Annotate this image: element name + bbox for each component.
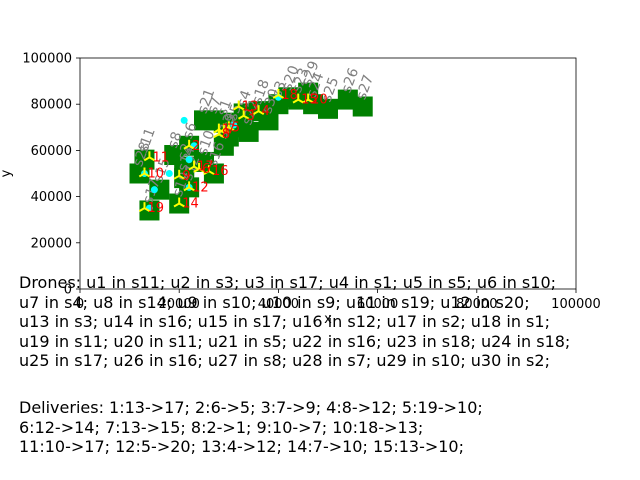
drone-marker bbox=[292, 93, 304, 104]
x-tick-label: 0 bbox=[76, 297, 84, 312]
delivery-point bbox=[150, 186, 158, 194]
y-tick-label: 100000 bbox=[22, 52, 72, 67]
drone-marker bbox=[237, 109, 250, 120]
x-tick-label: 40000 bbox=[258, 297, 299, 312]
station-marker bbox=[298, 82, 319, 103]
drone-marker bbox=[272, 88, 285, 99]
station-marker bbox=[194, 110, 214, 131]
x-tick-label: 20000 bbox=[159, 297, 200, 312]
drone-label: 1 bbox=[222, 123, 230, 138]
station-marker bbox=[164, 145, 185, 166]
y-tick-label: 40000 bbox=[31, 190, 72, 205]
drone-label: 6 bbox=[202, 162, 210, 177]
drones-caption: Drones: u1 in s11; u2 in s3; u3 in s17; … bbox=[19, 273, 571, 370]
drone-label: 4 bbox=[262, 104, 270, 119]
y-tick-label: 80000 bbox=[31, 98, 72, 113]
drone-marker bbox=[173, 197, 185, 208]
drone-label: 5 bbox=[232, 120, 240, 135]
drone-label: 8 bbox=[222, 127, 230, 142]
station-label: s6 bbox=[180, 120, 201, 141]
drone-label: 14 bbox=[182, 197, 199, 212]
drone-label: 2 bbox=[192, 139, 200, 154]
drone-label: 3 bbox=[247, 109, 255, 124]
drone-label: 12 bbox=[192, 180, 209, 195]
drone-label: 15 bbox=[301, 93, 318, 108]
drone-label: 13 bbox=[242, 100, 259, 115]
drones-layer bbox=[138, 88, 314, 213]
drone-label: 17 bbox=[197, 160, 214, 175]
station-label: s1 bbox=[215, 97, 236, 118]
drone-label: 20 bbox=[311, 93, 328, 108]
drone-marker bbox=[203, 165, 215, 176]
drone-marker bbox=[183, 181, 195, 192]
drone-marker bbox=[252, 105, 265, 115]
drone-marker bbox=[302, 93, 314, 104]
drone-marker bbox=[173, 169, 185, 180]
x-tick-label: 60000 bbox=[357, 297, 398, 312]
station-label: s3 bbox=[269, 79, 290, 100]
station-label: s7 bbox=[205, 95, 226, 116]
delivery-point bbox=[230, 121, 238, 129]
drone-marker bbox=[138, 202, 151, 213]
delivery-point bbox=[185, 156, 193, 164]
delivery-point bbox=[165, 170, 173, 177]
station-marker bbox=[149, 179, 170, 200]
station-marker bbox=[213, 135, 234, 156]
drone-label: 10 bbox=[147, 167, 164, 182]
drone-label: 19 bbox=[147, 201, 164, 216]
drone-label: 18 bbox=[281, 88, 298, 103]
x-axis-label: x bbox=[324, 312, 332, 327]
station-marker bbox=[318, 98, 338, 119]
drone-label: 7 bbox=[227, 123, 235, 138]
x-tick-label: 80000 bbox=[456, 297, 497, 312]
station-label: s8 bbox=[165, 130, 186, 151]
y-tick-label: 60000 bbox=[31, 144, 72, 159]
y-tick-label: 0 bbox=[64, 283, 72, 298]
station-marker bbox=[352, 96, 373, 117]
drone-marker bbox=[188, 160, 200, 171]
drone-label: 11 bbox=[152, 150, 169, 165]
drone-marker bbox=[143, 151, 156, 162]
drone-label: 9 bbox=[182, 169, 190, 184]
axes-layer: 0 20000 40000 60000 80000 100000 0 20000 40000 60… bbox=[0, 52, 601, 328]
station-marker bbox=[258, 110, 279, 131]
drone-marker bbox=[138, 167, 151, 178]
drone-label: 16 bbox=[212, 164, 229, 179]
y-axis-label: y bbox=[0, 169, 14, 177]
plot-area-frame bbox=[79, 57, 577, 290]
deliveries-caption: Deliveries: 1:13->17; 2:6->5; 3:7->9; 4:… bbox=[19, 398, 483, 456]
drone-marker bbox=[233, 100, 245, 111]
x-tick-label: 100000 bbox=[551, 297, 601, 312]
drone-marker bbox=[213, 128, 225, 139]
drone-marker bbox=[183, 139, 195, 150]
delivery-point bbox=[180, 116, 188, 124]
y-tick-label: 20000 bbox=[31, 236, 72, 251]
station-marker bbox=[238, 121, 259, 142]
